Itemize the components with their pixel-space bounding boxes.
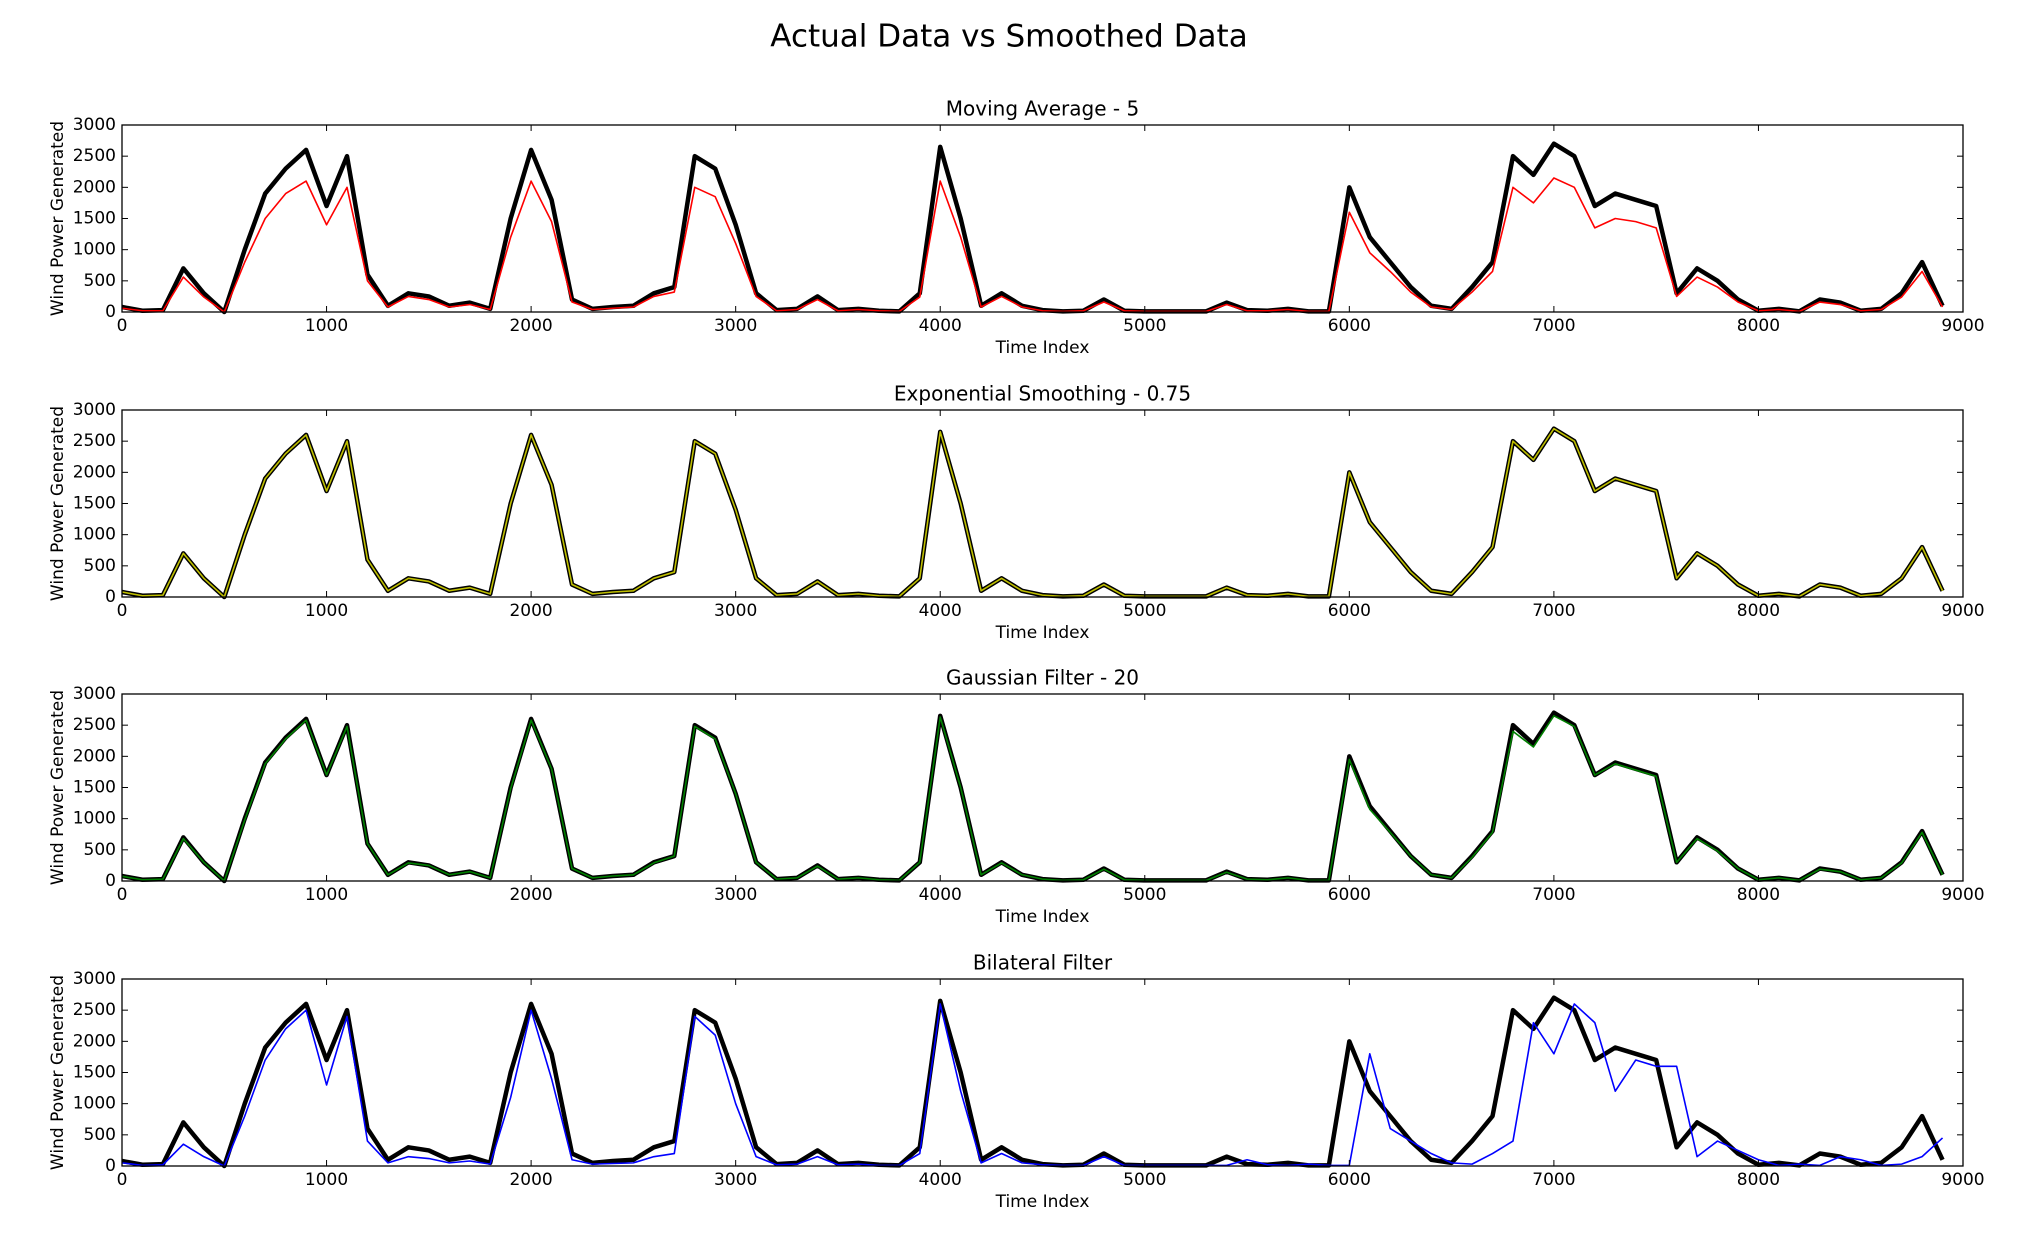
x-tick-label: 9000 <box>1941 601 1984 621</box>
y-tick-label: 2500 <box>73 146 116 166</box>
y-axis-label: Wind Power Generated <box>48 975 68 1170</box>
data-line <box>121 995 1945 1169</box>
x-axis-label: Time Index <box>995 623 1090 643</box>
subplot-title: Moving Average - 5 <box>946 97 1139 121</box>
x-tick-label: 1000 <box>305 316 348 336</box>
y-tick-label: 1000 <box>73 240 116 260</box>
y-tick-label: 2000 <box>73 462 116 482</box>
subplot-title: Exponential Smoothing - 0.75 <box>894 382 1191 406</box>
y-tick-label: 1000 <box>73 809 116 829</box>
x-tick-label: 3000 <box>714 316 757 336</box>
y-tick-label: 500 <box>84 556 116 576</box>
x-tick-label: 2000 <box>509 1170 552 1190</box>
x-tick-label: 5000 <box>1123 316 1166 336</box>
y-tick-label: 2500 <box>73 431 116 451</box>
data-line <box>121 141 1945 315</box>
y-axis-label: Wind Power Generated <box>48 406 68 601</box>
x-tick-label: 4000 <box>919 885 962 905</box>
y-tick-label: 2000 <box>73 746 116 766</box>
subplot-title: Gaussian Filter - 20 <box>946 666 1139 690</box>
y-tick-label: 500 <box>84 271 116 291</box>
x-tick-label: 4000 <box>919 316 962 336</box>
y-tick-label: 3000 <box>73 400 116 420</box>
y-tick-label: 0 <box>105 871 116 891</box>
x-tick-label: 4000 <box>919 601 962 621</box>
x-tick-label: 3000 <box>714 1170 757 1190</box>
y-tick-label: 3000 <box>73 969 116 989</box>
x-tick-label: 6000 <box>1328 316 1371 336</box>
y-tick-label: 2000 <box>73 177 116 197</box>
x-tick-label: 7000 <box>1532 601 1575 621</box>
x-tick-label: 9000 <box>1941 316 1984 336</box>
x-tick-label: 4000 <box>919 1170 962 1190</box>
subplot: Bilateral Filter Time Index Wind Power Gen… <box>48 951 1985 1213</box>
x-axis-label: Time Index <box>995 338 1090 358</box>
x-tick-label: 0 <box>117 316 128 336</box>
x-tick-label: 0 <box>117 601 128 621</box>
figure-title: Actual Data vs Smoothed Data <box>770 19 1247 55</box>
y-tick-label: 2500 <box>73 1000 116 1020</box>
x-tick-label: 7000 <box>1532 1170 1575 1190</box>
subplot: Exponential Smoothing - 0.75 Time Index Wi… <box>48 382 1985 644</box>
y-tick-label: 3000 <box>73 115 116 135</box>
x-tick-label: 3000 <box>714 601 757 621</box>
y-tick-label: 500 <box>84 1125 116 1145</box>
x-tick-label: 2000 <box>509 316 552 336</box>
x-tick-label: 9000 <box>1941 1170 1984 1190</box>
x-tick-label: 1000 <box>305 885 348 905</box>
y-tick-label: 1000 <box>73 525 116 545</box>
x-tick-label: 2000 <box>509 885 552 905</box>
y-tick-label: 500 <box>84 840 116 860</box>
data-line <box>121 1003 1944 1167</box>
x-tick-label: 5000 <box>1123 601 1166 621</box>
subplot: Gaussian Filter - 20 Time Index Wind Power… <box>48 666 1985 928</box>
y-tick-label: 2500 <box>73 715 116 735</box>
y-axis-label: Wind Power Generated <box>48 690 68 885</box>
x-axis-label: Time Index <box>995 907 1090 927</box>
data-line <box>121 715 1944 882</box>
y-tick-label: 1500 <box>73 778 116 798</box>
y-tick-label: 2000 <box>73 1031 116 1051</box>
y-tick-label: 0 <box>105 587 116 607</box>
x-tick-label: 1000 <box>305 1170 348 1190</box>
y-tick-label: 1500 <box>73 1063 116 1083</box>
x-tick-label: 6000 <box>1328 601 1371 621</box>
data-line <box>121 427 1944 598</box>
subplot-title: Bilateral Filter <box>973 951 1113 975</box>
x-tick-label: 9000 <box>1941 885 1984 905</box>
y-tick-label: 1500 <box>73 209 116 229</box>
x-tick-label: 0 <box>117 885 128 905</box>
y-tick-label: 0 <box>105 302 116 322</box>
x-tick-label: 0 <box>117 1170 128 1190</box>
x-axis-label: Time Index <box>995 1192 1090 1212</box>
subplot: Moving Average - 5 Time Index Wind Power G… <box>48 97 1985 359</box>
y-tick-label: 3000 <box>73 684 116 704</box>
x-tick-label: 7000 <box>1532 885 1575 905</box>
y-axis-label: Wind Power Generated <box>48 121 68 316</box>
x-tick-label: 8000 <box>1737 885 1780 905</box>
x-tick-label: 5000 <box>1123 885 1166 905</box>
x-tick-label: 6000 <box>1328 885 1371 905</box>
y-tick-label: 1000 <box>73 1094 116 1114</box>
x-tick-label: 1000 <box>305 601 348 621</box>
y-tick-label: 0 <box>105 1156 116 1176</box>
x-tick-label: 7000 <box>1532 316 1575 336</box>
x-tick-label: 5000 <box>1123 1170 1166 1190</box>
x-tick-label: 3000 <box>714 885 757 905</box>
x-tick-label: 8000 <box>1737 1170 1780 1190</box>
x-tick-label: 8000 <box>1737 316 1780 336</box>
y-tick-label: 1500 <box>73 494 116 514</box>
x-tick-label: 6000 <box>1328 1170 1371 1190</box>
x-tick-label: 8000 <box>1737 601 1780 621</box>
x-tick-label: 2000 <box>509 601 552 621</box>
data-line <box>121 177 1944 313</box>
